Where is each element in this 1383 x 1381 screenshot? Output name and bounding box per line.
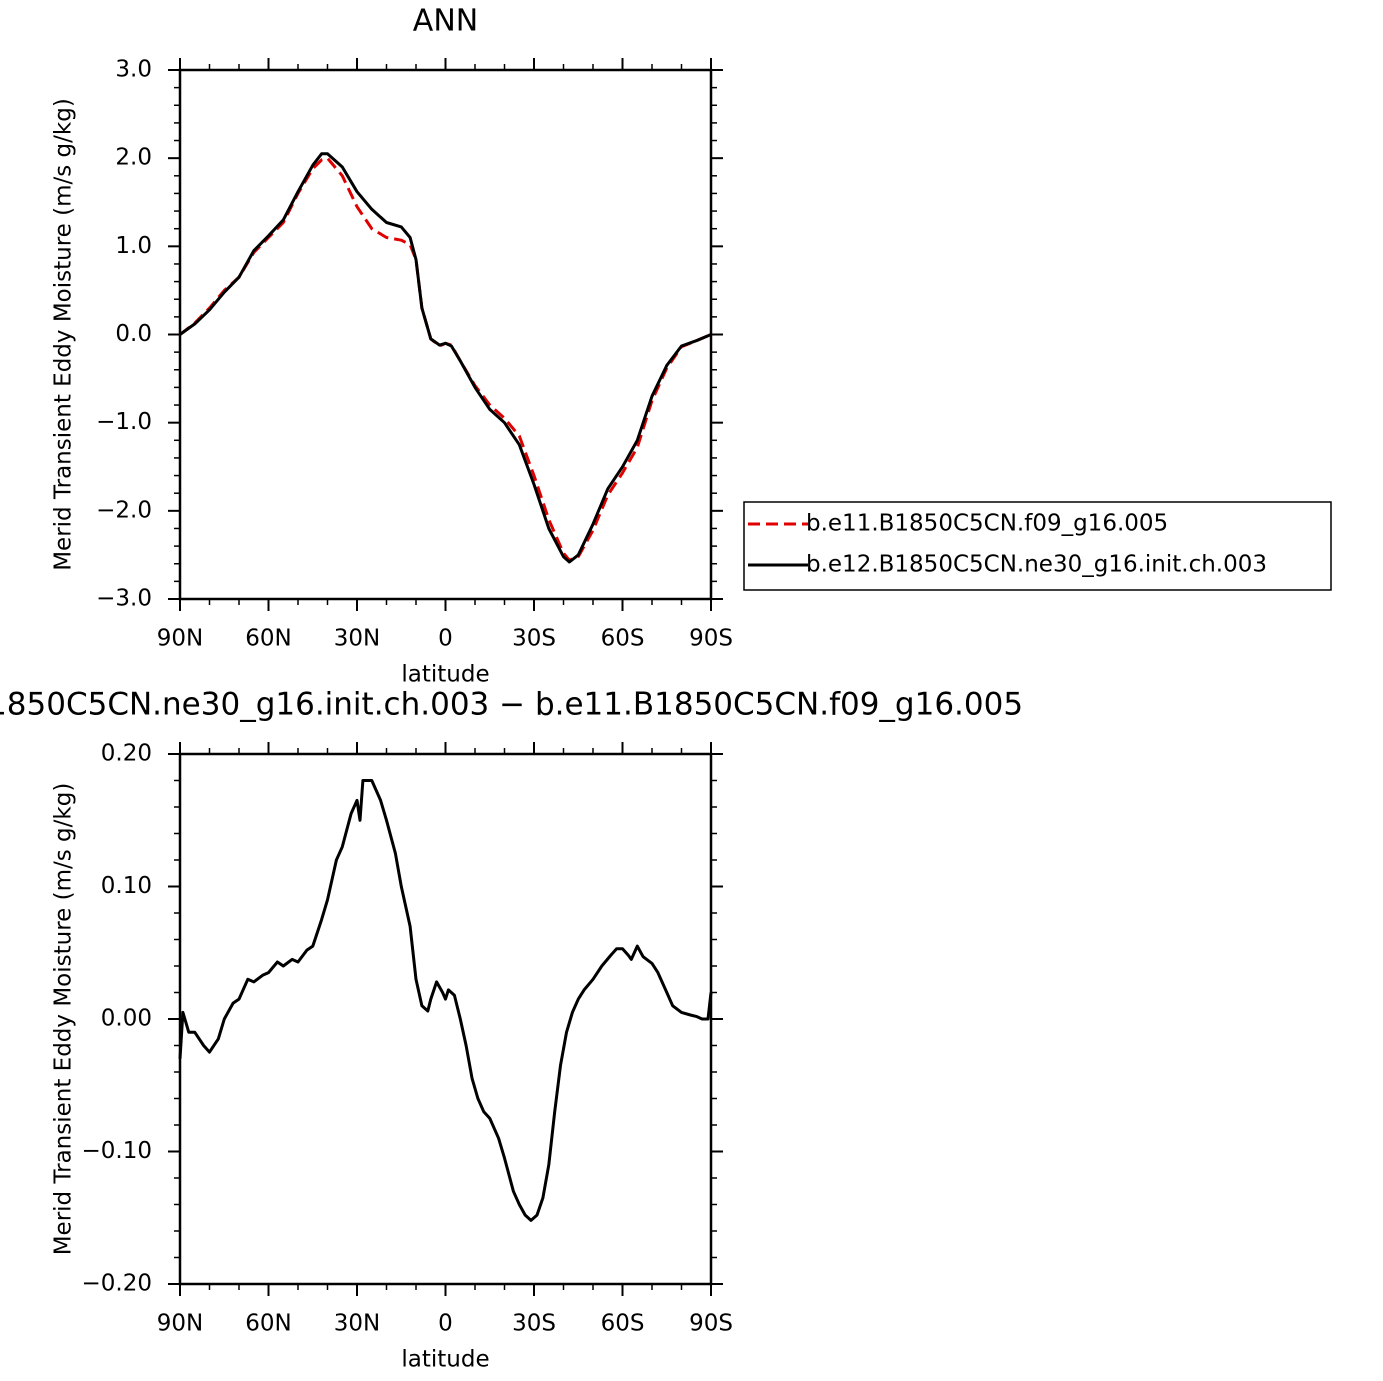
y-tick-label: −0.10	[82, 1138, 152, 1164]
y-tick-label: −1.0	[96, 409, 152, 435]
x-tick-label: 0	[438, 626, 453, 652]
x-tick-label: 90N	[157, 1311, 203, 1337]
x-tick-label: 30N	[334, 626, 380, 652]
y-tick-label: −2.0	[96, 497, 152, 523]
y-axis-label: Merid Transient Eddy Moisture (m/s g/kg)	[51, 783, 77, 1256]
plot-frame	[178, 68, 713, 601]
x-tick-label: 60N	[245, 626, 291, 652]
y-axis-label: Merid Transient Eddy Moisture (m/s g/kg)	[51, 98, 77, 571]
legend-box	[743, 501, 1332, 591]
y-tick-label: 0.20	[101, 741, 152, 767]
x-tick-label: 60S	[601, 1311, 645, 1337]
x-tick-label: 60S	[601, 626, 645, 652]
x-axis-label: latitude	[401, 662, 489, 688]
x-tick-label: 90N	[157, 626, 203, 652]
y-tick-label: 3.0	[115, 57, 152, 83]
data-line	[178, 779, 713, 1222]
data-line	[179, 152, 712, 564]
y-tick-label: 2.0	[115, 145, 152, 171]
y-tick-label: −3.0	[96, 586, 152, 612]
x-tick-label: 30S	[512, 1311, 556, 1337]
x-axis-label: latitude	[401, 1347, 489, 1373]
x-tick-label: 30N	[334, 1311, 380, 1337]
chart-title: b.e12.B1850C5CN.ne30_g16.init.ch.003 − b…	[0, 687, 1023, 723]
legend-label: b.e11.B1850C5CN.f09_g16.005	[806, 511, 1168, 537]
x-tick-label: 90S	[689, 1311, 733, 1337]
y-tick-label: −0.20	[82, 1271, 152, 1297]
plot-frame	[178, 752, 713, 1286]
y-tick-label: 1.0	[115, 233, 152, 259]
data-line	[179, 156, 712, 562]
y-tick-label: 0.0	[115, 321, 152, 347]
legend-label: b.e12.B1850C5CN.ne30_g16.init.ch.003	[806, 552, 1267, 578]
y-tick-label: 0.00	[101, 1006, 152, 1032]
x-tick-label: 90S	[689, 626, 733, 652]
x-tick-label: 30S	[512, 626, 556, 652]
x-tick-label: 60N	[245, 1311, 291, 1337]
y-tick-label: 0.10	[101, 873, 152, 899]
x-tick-label: 0	[438, 1311, 453, 1337]
chart-title: ANN	[413, 4, 478, 39]
